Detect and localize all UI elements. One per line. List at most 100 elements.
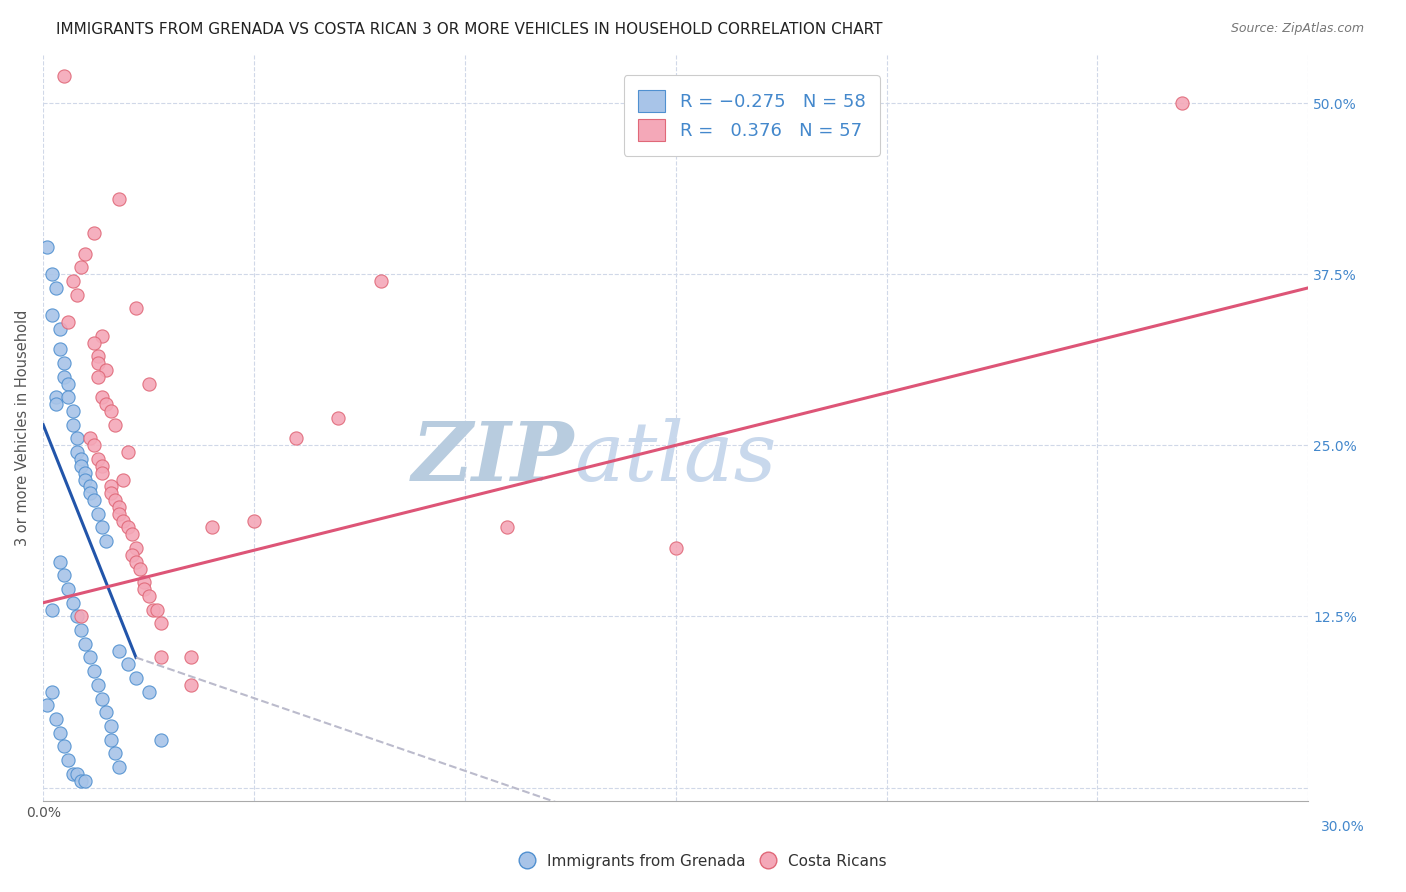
Point: [83, 335, 105, 350]
Point: [75, 773, 97, 788]
Point: [62, 274, 84, 288]
Point: [96, 397, 118, 411]
Point: [41, 267, 63, 281]
Point: [79, 650, 101, 665]
Point: [146, 602, 169, 616]
Text: ZIP: ZIP: [412, 418, 575, 498]
Point: [75, 637, 97, 651]
Point: [91, 691, 114, 706]
Point: [62, 404, 84, 418]
Point: [87, 452, 110, 467]
Point: [70, 458, 93, 473]
Point: [41, 308, 63, 322]
Text: atlas: atlas: [575, 418, 778, 498]
Point: [66, 609, 89, 624]
Point: [58, 582, 80, 596]
Point: [66, 767, 89, 781]
Point: [108, 500, 131, 514]
Point: [79, 432, 101, 446]
Point: [91, 390, 114, 404]
Point: [125, 301, 148, 316]
Point: [45, 397, 67, 411]
Point: [53, 739, 76, 754]
Point: [285, 432, 308, 446]
Point: [70, 452, 93, 467]
Point: [138, 376, 160, 391]
Point: [53, 69, 76, 83]
Point: [100, 479, 122, 493]
Point: [117, 445, 139, 459]
Point: [117, 657, 139, 672]
Point: [117, 520, 139, 534]
Point: [87, 678, 110, 692]
Point: [66, 432, 89, 446]
Point: [496, 520, 519, 534]
Point: [96, 363, 118, 377]
Point: [49, 343, 72, 357]
Point: [37, 698, 59, 713]
Point: [370, 274, 392, 288]
Point: [87, 349, 110, 363]
Point: [87, 356, 110, 370]
Point: [70, 609, 93, 624]
Point: [49, 726, 72, 740]
Point: [79, 486, 101, 500]
Point: [100, 732, 122, 747]
Point: [91, 466, 114, 480]
Point: [45, 281, 67, 295]
Text: Source: ZipAtlas.com: Source: ZipAtlas.com: [1230, 22, 1364, 36]
Point: [96, 705, 118, 719]
Point: [129, 561, 152, 575]
Text: IMMIGRANTS FROM GRENADA VS COSTA RICAN 3 OR MORE VEHICLES IN HOUSEHOLD CORRELATI: IMMIGRANTS FROM GRENADA VS COSTA RICAN 3…: [56, 22, 883, 37]
Point: [201, 520, 224, 534]
Point: [134, 575, 156, 590]
Point: [66, 287, 89, 301]
Point: [180, 678, 202, 692]
Point: [1170, 96, 1192, 111]
Point: [108, 507, 131, 521]
Point: [45, 712, 67, 726]
Point: [79, 479, 101, 493]
Point: [134, 582, 156, 596]
Point: [104, 747, 127, 761]
Point: [58, 390, 80, 404]
Point: [665, 541, 688, 555]
Point: [83, 493, 105, 508]
Point: [53, 356, 76, 370]
Point: [70, 773, 93, 788]
Text: 30.0%: 30.0%: [1320, 820, 1365, 834]
Point: [41, 602, 63, 616]
Point: [83, 664, 105, 678]
Point: [125, 555, 148, 569]
Point: [58, 315, 80, 329]
Point: [142, 602, 165, 616]
Point: [75, 246, 97, 260]
Point: [45, 390, 67, 404]
Point: [83, 226, 105, 240]
Point: [108, 643, 131, 657]
Point: [121, 527, 143, 541]
Point: [62, 417, 84, 432]
Point: [62, 596, 84, 610]
Point: [58, 376, 80, 391]
Point: [121, 548, 143, 562]
Point: [70, 623, 93, 637]
Point: [112, 473, 135, 487]
Point: [96, 534, 118, 549]
Point: [62, 767, 84, 781]
Point: [91, 520, 114, 534]
Point: [108, 760, 131, 774]
Point: [49, 555, 72, 569]
Point: [75, 466, 97, 480]
Point: [104, 493, 127, 508]
Point: [41, 684, 63, 698]
Point: [49, 322, 72, 336]
Point: [91, 458, 114, 473]
Point: [108, 192, 131, 206]
Point: [91, 328, 114, 343]
Point: [104, 417, 127, 432]
Point: [53, 568, 76, 582]
Legend: R = −0.275   N = 58, R =   0.376   N = 57: R = −0.275 N = 58, R = 0.376 N = 57: [623, 75, 880, 155]
Point: [100, 404, 122, 418]
Point: [138, 589, 160, 603]
